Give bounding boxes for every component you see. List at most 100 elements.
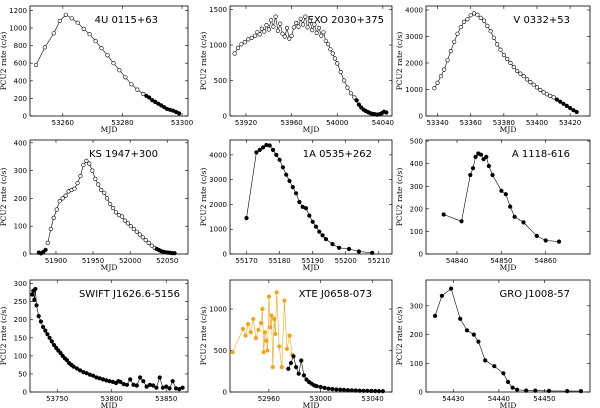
x-tick-label: 53850 [155,395,177,403]
data-point [164,384,169,389]
data-point [287,178,292,183]
data-point [69,16,74,21]
data-point [134,229,139,234]
data-point [275,28,281,33]
data-point [257,32,262,37]
series-black [286,354,386,394]
data-point [278,21,283,26]
panel-8: 52960 53000 53040 0 500 1000 MJD PCU2 rate (c/s… [199,279,393,408]
series-line [35,14,144,95]
y-tick-label: 4000 [405,6,423,14]
data-point [75,181,80,186]
data-point [365,388,370,393]
data-point [458,25,463,30]
y-tick-label: 0 [23,251,27,259]
data-point [289,33,294,38]
series-orange [230,290,295,370]
data-point [81,162,86,168]
data-point [260,306,265,312]
data-point [153,99,158,104]
data-point [357,388,362,393]
data-point [261,350,266,355]
panel-6: 54840 54850 54860 0 100 200 300 400 500 MJD PCU2 r… [395,138,591,272]
data-point [248,330,253,335]
data-point [146,240,151,245]
chart-title: V 0332+53 [513,15,570,26]
data-point [144,384,149,389]
data-point [495,42,500,47]
data-point [322,385,327,391]
data-point [531,82,536,87]
data-point [471,332,476,337]
data-point [122,218,127,223]
data-point [476,339,481,344]
x-tick-label: 54440 [488,395,510,403]
data-point [48,226,53,232]
y-tick-label: 500 [214,347,227,355]
data-point [93,39,98,44]
data-point [296,24,301,29]
data-point [468,172,473,178]
x-tick-label: 53280 [111,119,133,127]
chart-title: GRO J1008-57 [500,289,570,300]
data-point [269,18,274,23]
chart-title: 4U 0115+63 [95,15,158,26]
data-point [253,33,258,38]
panel-5: 55170 55180 55190 55200 55210 0 1000 2000 3000 40… [199,139,393,272]
data-point [373,388,378,394]
data-point [251,316,256,322]
x-tick-label: 53750 [46,395,68,403]
panel-1: 53260 53280 53300 0 200 400 600 800 1000 1200 MJD P… [0,5,193,134]
data-point [518,71,523,76]
series-open [33,12,146,97]
x-axis-label: MJD [101,401,118,408]
x-tick-label: 52000 [119,257,141,265]
data-point [305,25,310,30]
data-point [154,385,159,390]
data-point [503,192,508,197]
chart-title: EXO 2030+375 [308,15,385,26]
data-point [36,314,41,319]
data-point [491,35,497,40]
data-point [370,250,375,255]
x-tick-label: 53340 [426,119,448,127]
series-filled [244,142,375,255]
y-tick-label: 50 [18,370,27,378]
data-point [335,61,340,66]
data-point [131,382,136,387]
data-point [345,388,351,393]
data-point [538,87,543,93]
data-point [478,15,483,21]
data-point [131,226,136,232]
plot-frame [229,5,393,117]
data-point [356,102,362,107]
x-tick-label: 51950 [82,257,104,265]
data-point [565,389,570,394]
data-point [107,201,113,207]
y-tick-label: 800 [14,42,27,50]
y-axis-label: PCU2 rate (c/s) [199,168,208,227]
y-tick-label: 3000 [209,176,227,184]
data-point [272,316,277,322]
x-tick-label: 53300 [171,119,193,127]
data-point [318,384,323,390]
data-point [240,326,246,332]
data-point [439,293,445,298]
y-tick-label: 0 [419,251,423,259]
plot-frame [29,279,189,393]
y-tick-label: 100 [410,360,423,368]
panel-2: 53920 53960 54000 54040 0 500 1000 1500 MJD PCU2 … [199,5,394,134]
x-tick-label: 54430 [442,395,464,403]
x-tick-label: 55170 [235,257,257,265]
y-tick-label: 1000 [209,42,227,50]
series-filled-end [154,246,177,256]
chart-title: XTE J0658-073 [299,289,372,300]
data-point [110,206,116,211]
series-filled [30,286,185,392]
data-point [57,18,62,24]
data-point [63,193,68,198]
y-tick-label: 0 [23,389,27,397]
data-point [317,229,322,234]
x-axis-label: MJD [101,263,118,272]
data-point [484,154,489,159]
